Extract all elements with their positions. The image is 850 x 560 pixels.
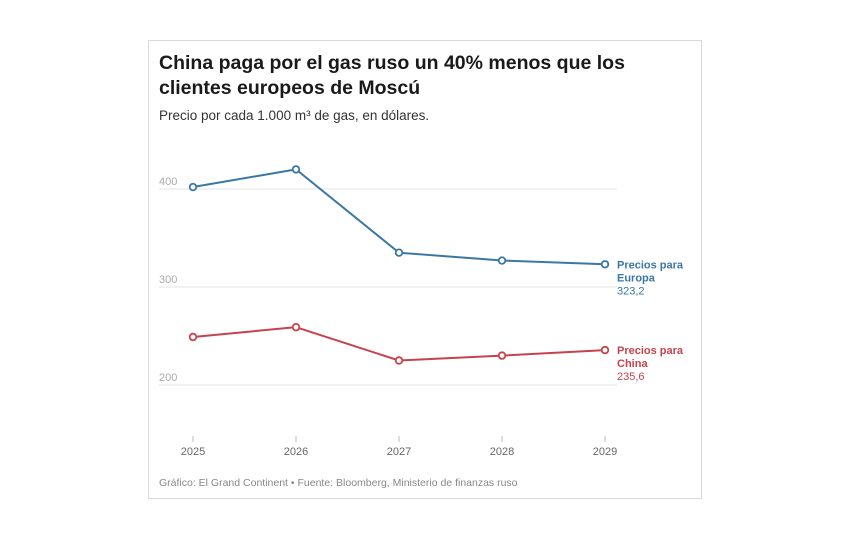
data-point [188, 332, 198, 342]
data-point [600, 345, 610, 355]
data-point [497, 256, 507, 265]
series-label: Europa [617, 272, 656, 284]
x-tick-label: 2026 [284, 446, 308, 458]
data-point [600, 260, 610, 269]
y-tick-label: 400 [159, 176, 177, 188]
y-tick-label: 200 [159, 372, 177, 384]
y-tick-label: 300 [159, 274, 177, 286]
data-point [394, 356, 404, 365]
data-point [497, 351, 507, 360]
x-tick-label: 2025 [181, 446, 205, 458]
data-point [291, 165, 301, 174]
chart-title: China paga por el gas ruso un 40% menos … [159, 52, 625, 99]
x-tick-label: 2028 [490, 446, 514, 458]
data-point [394, 248, 404, 257]
series-label: Precios para [617, 345, 684, 357]
data-point [188, 182, 198, 192]
data-point [291, 322, 301, 332]
chart-card: China paga por el gas ruso un 40% menos … [148, 40, 702, 499]
end-value-label: 235,6 [617, 371, 645, 383]
chart-source: Gráfico: El Grand Continent • Fuente: Bl… [159, 477, 518, 489]
end-value-label: 323,2 [617, 285, 645, 297]
x-tick-label: 2029 [593, 446, 617, 458]
chart-subtitle: Precio por cada 1.000 m³ de gas, en dóla… [159, 108, 430, 123]
line-chart: 200 300 400 2025 2026 2027 2028 2029 Precios par… [159, 165, 684, 458]
x-tick-label: 2027 [387, 446, 411, 458]
series-label: China [617, 358, 648, 370]
series-line-1 [192, 326, 606, 362]
series-label: Precios para [617, 259, 684, 271]
